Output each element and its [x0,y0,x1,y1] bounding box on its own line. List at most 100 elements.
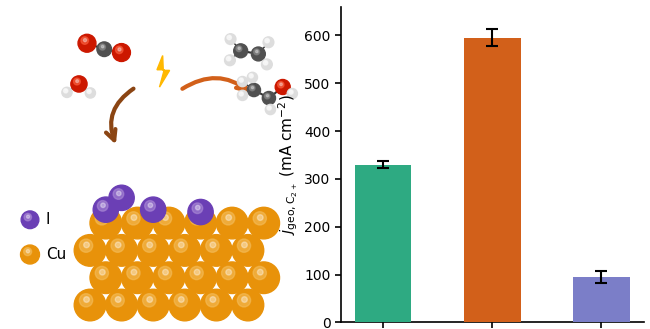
Circle shape [21,211,39,229]
Circle shape [153,207,185,239]
Circle shape [228,36,230,38]
Circle shape [261,59,272,70]
Circle shape [263,91,276,105]
Circle shape [247,83,261,97]
Circle shape [190,212,203,225]
Circle shape [148,203,153,208]
Circle shape [162,215,168,220]
Circle shape [162,269,168,275]
Circle shape [96,266,109,280]
Circle shape [216,207,248,239]
Circle shape [122,207,153,239]
Circle shape [192,203,203,214]
Circle shape [234,44,248,58]
Circle shape [238,47,240,50]
Text: Cu: Cu [46,247,67,262]
Circle shape [127,266,140,280]
Circle shape [85,88,96,98]
Circle shape [257,215,263,220]
Circle shape [210,242,216,248]
Circle shape [147,297,153,302]
Circle shape [227,35,231,40]
Circle shape [239,92,243,96]
Circle shape [84,242,90,248]
Circle shape [159,212,172,225]
Circle shape [247,72,257,83]
Circle shape [237,76,248,87]
Circle shape [232,289,264,321]
Circle shape [194,215,200,220]
Circle shape [237,239,251,252]
Circle shape [237,294,251,307]
Circle shape [112,43,131,62]
Circle shape [206,294,219,307]
Text: I: I [46,212,50,227]
Circle shape [101,203,105,208]
Circle shape [222,266,235,280]
Circle shape [185,207,216,239]
Circle shape [206,239,219,252]
Circle shape [250,85,255,91]
Circle shape [84,297,90,302]
Circle shape [142,294,156,307]
Circle shape [65,90,67,91]
Circle shape [275,80,290,94]
Circle shape [118,48,121,51]
Circle shape [81,37,88,44]
Circle shape [222,212,235,225]
Circle shape [236,46,242,52]
Circle shape [26,249,30,253]
Circle shape [169,289,201,321]
Circle shape [137,235,169,266]
Circle shape [64,89,68,93]
Circle shape [21,245,40,264]
Circle shape [106,235,137,266]
Circle shape [122,262,153,293]
Circle shape [24,214,31,221]
Circle shape [267,106,271,110]
Circle shape [252,87,254,89]
Circle shape [99,215,105,220]
Circle shape [74,235,106,266]
Circle shape [287,89,298,99]
Circle shape [190,266,203,280]
Circle shape [90,262,122,293]
Circle shape [109,185,135,211]
Circle shape [115,297,121,302]
Circle shape [137,289,169,321]
Circle shape [263,37,274,48]
Circle shape [73,78,81,85]
Bar [355,164,411,322]
Circle shape [127,212,140,225]
Circle shape [254,49,259,55]
Circle shape [224,55,235,66]
Circle shape [225,34,236,44]
Circle shape [111,239,124,252]
Circle shape [131,215,136,220]
Circle shape [90,207,122,239]
Circle shape [78,34,96,52]
Circle shape [226,56,231,61]
Circle shape [196,205,200,210]
Circle shape [250,75,252,77]
Circle shape [74,289,106,321]
Circle shape [253,266,266,280]
Bar [573,277,630,322]
Circle shape [75,80,79,83]
Circle shape [93,197,118,222]
Circle shape [99,269,105,275]
Circle shape [291,91,292,93]
Circle shape [88,90,90,92]
Circle shape [289,90,293,94]
Circle shape [248,262,280,293]
Circle shape [280,83,282,86]
Circle shape [185,262,216,293]
Circle shape [27,215,30,218]
Circle shape [97,42,112,57]
Circle shape [265,38,269,43]
Y-axis label: $j_\mathregular{geo,C_{2+}}$ (mA cm$^{-2}$): $j_\mathregular{geo,C_{2+}}$ (mA cm$^{-2… [277,94,300,235]
Circle shape [131,269,136,275]
Circle shape [249,74,254,78]
Circle shape [237,90,248,100]
Circle shape [96,212,109,225]
